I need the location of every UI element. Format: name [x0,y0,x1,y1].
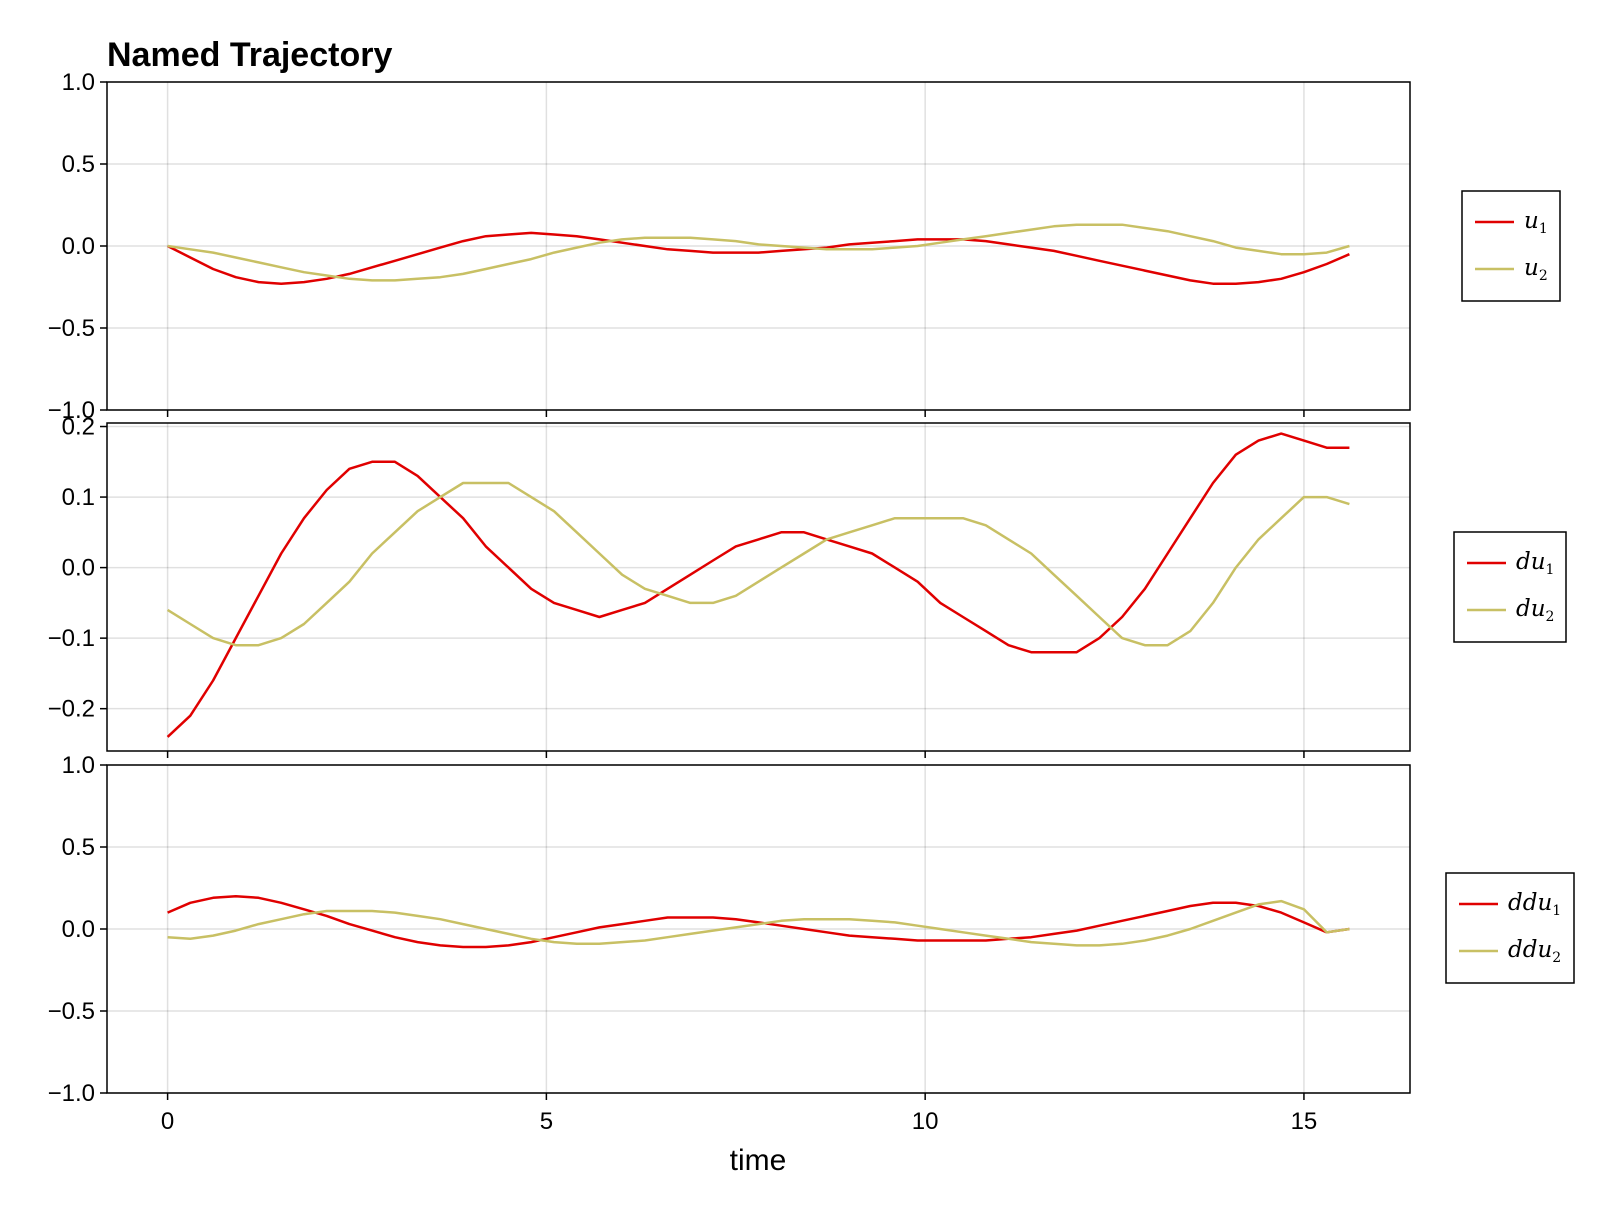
y-tick-label: 0.5 [62,834,95,861]
x-tick-label: 15 [1291,1108,1318,1135]
series-line-ddu1 [167,894,1350,949]
y-tick-label: 0.0 [62,916,95,943]
y-tick-label: 1.0 [62,69,95,96]
plot-frame [106,422,1411,752]
series-line-u2 [167,223,1350,282]
y-tick-label: 1.0 [62,752,95,779]
legend-box [1445,872,1575,984]
legend-box [1461,190,1561,302]
y-tick-label: −0.5 [48,998,95,1025]
x-tick-label: 0 [161,1108,174,1135]
y-tick-label: 0.1 [62,484,95,511]
series-line-ddu2 [167,899,1350,947]
y-tick-label: −1.0 [48,397,95,424]
x-tick-label: 5 [540,1108,553,1135]
chart-title: Named Trajectory [107,36,392,74]
y-tick-label: 0.0 [62,233,95,260]
y-tick-label: 0.2 [62,414,95,441]
y-tick-label: −0.1 [48,625,95,652]
series-line-u1 [167,231,1350,285]
legend-box [1453,531,1567,643]
series-line-du2 [166,481,1350,647]
x-tick-label: 10 [912,1108,939,1135]
series-line-du1 [166,432,1350,738]
y-tick-label: −0.2 [48,696,95,723]
y-tick-label: 0.0 [62,555,95,582]
x-axis-label: time [730,1144,787,1177]
y-tick-label: 0.5 [62,151,95,178]
y-tick-label: −1.0 [48,1080,95,1107]
y-tick-label: −0.5 [48,315,95,342]
